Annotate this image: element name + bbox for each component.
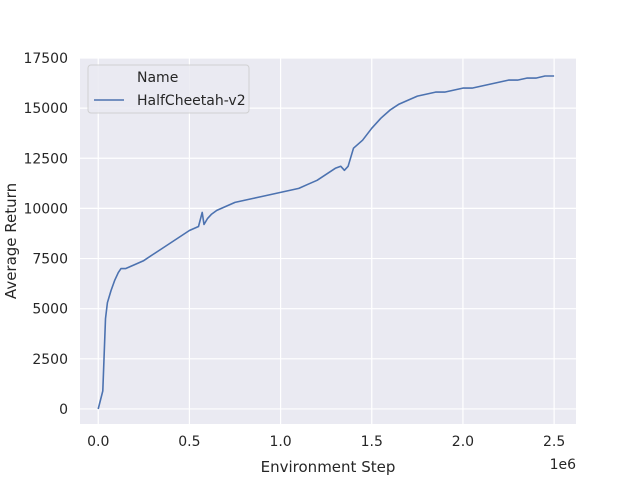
x-tick-label: 1.5	[361, 434, 383, 450]
y-tick-label: 2500	[32, 352, 68, 368]
x-axis-ticks: 0.0 0.5 1.0 1.5 2.0 2.5	[87, 434, 565, 450]
x-tick-label: 1.0	[269, 434, 291, 450]
legend: Name HalfCheetah-v2	[87, 64, 250, 114]
y-tick-label: 7500	[32, 252, 68, 268]
legend-box	[87, 64, 250, 114]
legend-entry-label: HalfCheetah-v2	[137, 93, 246, 109]
y-axis-label: Average Return	[2, 183, 20, 299]
grid	[80, 57, 576, 424]
x-tick-label: 0.0	[87, 434, 109, 450]
y-tick-label: 5000	[32, 302, 68, 318]
y-tick-label: 12500	[23, 151, 68, 167]
x-offset-text: 1e6	[550, 457, 577, 473]
y-tick-label: 15000	[23, 101, 68, 117]
series-layer	[97, 75, 555, 410]
y-axis-ticks: 0 2500 5000 7500 10000 12500 15000 17500	[23, 51, 68, 418]
x-tick-label: 2.0	[452, 434, 474, 450]
y-tick-label: 0	[59, 402, 68, 418]
legend-title: Name	[137, 70, 178, 86]
x-axis-label: Environment Step	[261, 458, 396, 476]
plot-background	[80, 58, 576, 424]
x-tick-label: 0.5	[178, 434, 200, 450]
x-tick-label: 2.5	[543, 434, 565, 450]
y-tick-label: 17500	[23, 51, 68, 67]
series-line	[97, 75, 555, 410]
y-tick-label: 10000	[23, 201, 68, 217]
